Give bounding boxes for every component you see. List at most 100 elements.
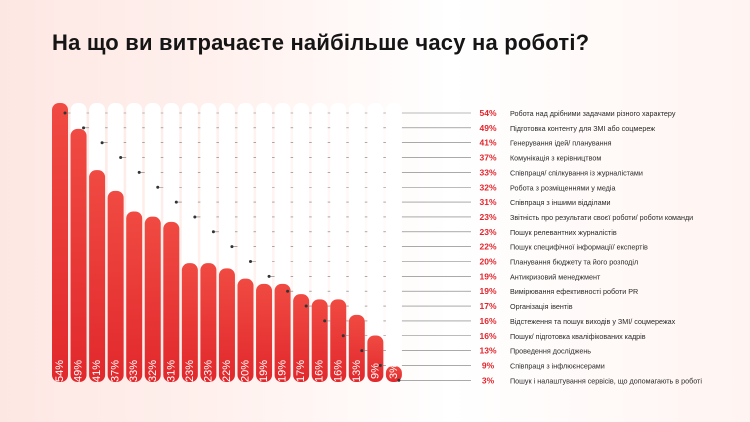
- leader-dot: [286, 289, 290, 293]
- bar-group: 23% 23% Пошук релевантних журналістів: [200, 103, 617, 382]
- legend-percent: 20%: [479, 257, 496, 267]
- legend-percent: 54%: [479, 108, 496, 118]
- legend-category: Співпраця/ спілкування із журналістами: [510, 168, 643, 177]
- legend-percent: 17%: [479, 301, 496, 311]
- leader-dot: [230, 245, 234, 249]
- bar-value-label: 32%: [147, 360, 159, 382]
- leader-dot: [193, 215, 197, 219]
- leader-dot: [119, 156, 123, 160]
- legend-percent: 23%: [479, 212, 496, 222]
- bar-value-label: 49%: [73, 360, 85, 382]
- legend-category: Вимірювання ефективності роботи PR: [510, 287, 638, 296]
- bar-value-label: 19%: [277, 360, 289, 382]
- bar: [107, 190, 124, 382]
- bar-group: 3% 3% Пошук і налаштування сервісів, що до…: [385, 103, 702, 385]
- legend-percent: 19%: [479, 286, 496, 296]
- bar: [144, 216, 161, 382]
- bar-group: 49% 49% Підготовка контенту для ЗМІ або со…: [70, 103, 655, 382]
- legend-percent: 49%: [479, 123, 496, 133]
- bar-group: 54% 54% Робота над дрібними задачами різно…: [52, 103, 676, 382]
- bar: [200, 263, 217, 382]
- bar-group: 19% 19% Антикризовий менеджмент: [256, 103, 601, 382]
- bar-group: 31% 31% Співпраця з іншими відділами: [163, 103, 611, 382]
- leader-dot: [378, 363, 382, 367]
- bar: [237, 278, 254, 382]
- bar: [274, 283, 291, 382]
- bar-group: 17% 17% Організація івентів: [293, 103, 573, 382]
- leader-dot: [82, 126, 86, 130]
- bar-value-label: 23%: [184, 360, 196, 382]
- legend-category: Пошук і налаштування сервісів, що допома…: [510, 376, 702, 385]
- legend-percent: 16%: [479, 316, 496, 326]
- bar-group: 13% 13% Проведення досліджень: [348, 103, 591, 382]
- legend-category: Робота з розміщеннями у медіа: [510, 183, 615, 192]
- leader-dot: [63, 111, 67, 115]
- bar-value-label: 23%: [202, 360, 214, 382]
- leader-dot: [249, 260, 252, 263]
- bar: [348, 314, 365, 382]
- bar-value-label: 19%: [258, 360, 270, 382]
- legend-percent: 32%: [479, 182, 496, 192]
- legend-category: Пошук специфічної інформації/ експертів: [510, 243, 648, 252]
- bar: [163, 221, 180, 382]
- bar-group: 32% 32% Робота з розміщеннями у медіа: [144, 103, 615, 382]
- bar-value-label: 33%: [128, 360, 140, 382]
- legend-category: Проведення досліджень: [510, 347, 591, 356]
- legend-category: Відстеження та пошук виходів у ЗМІ/ соцм…: [510, 317, 676, 326]
- leader-dot: [397, 378, 401, 382]
- leader-dot: [304, 304, 308, 308]
- leader-dot: [137, 170, 141, 174]
- bar: [293, 294, 310, 382]
- legend-percent: 41%: [479, 138, 496, 148]
- bar: [385, 366, 402, 382]
- legend-percent: 31%: [479, 197, 496, 207]
- legend-category: Пошук/ підготовка кваліфікованих кадрів: [510, 332, 646, 341]
- leader-dot: [341, 334, 345, 338]
- legend-category: Звітність про результати своєї роботи/ р…: [510, 213, 693, 222]
- bar-track: [367, 103, 384, 382]
- legend-category: Комунікація з керівництвом: [510, 154, 601, 163]
- bar-value-label: 16%: [332, 360, 344, 382]
- bar-value-label: 41%: [91, 360, 103, 382]
- bar-group: 23% 23% Звітність про результати своєї роб…: [181, 103, 693, 382]
- legend-category: Антикризовий менеджмент: [510, 272, 601, 281]
- bar: [70, 128, 87, 382]
- legend-percent: 22%: [479, 242, 496, 252]
- legend-category: Співпраця з іншими відділами: [510, 198, 611, 207]
- legend-percent: 23%: [479, 227, 496, 237]
- bar-group: 9% 9% Співпраця з інфлюєнсерами: [367, 103, 605, 382]
- legend-percent: 37%: [479, 153, 496, 163]
- bar-value-label: 20%: [240, 360, 252, 382]
- bar: [52, 103, 68, 382]
- bar-value-label: 3%: [388, 363, 400, 379]
- bar-group: 16% 16% Пошук/ підготовка кваліфікованих к…: [330, 103, 646, 382]
- bar-group: 16% 16% Відстеження та пошук виходів у ЗМІ…: [311, 103, 676, 382]
- bar-value-label: 37%: [110, 360, 122, 382]
- legend-percent: 13%: [479, 346, 496, 356]
- bar: [89, 170, 106, 382]
- leader-dot: [100, 141, 104, 145]
- bar-value-label: 22%: [221, 360, 233, 382]
- bar-value-label: 54%: [54, 360, 66, 382]
- bar-value-label: 13%: [351, 360, 363, 382]
- leader-dot: [323, 319, 327, 323]
- legend-category: Планування бюджету та його розподіл: [510, 258, 638, 267]
- bar-group: 33% 33% Співпраця/ спілкування із журналіс…: [126, 103, 643, 382]
- legend-percent: 16%: [479, 331, 496, 341]
- legend-percent: 33%: [479, 167, 496, 177]
- bar-value-label: 17%: [295, 360, 307, 382]
- bar: [218, 268, 235, 382]
- bar-value-label: 9%: [369, 363, 381, 379]
- leader-dot: [267, 274, 271, 278]
- bar-track: [385, 103, 402, 382]
- leader-dot: [360, 349, 364, 353]
- bar: [367, 335, 384, 382]
- leader-dot: [156, 185, 160, 189]
- legend-category: Підготовка контенту для ЗМІ або соцмереж: [510, 124, 655, 133]
- bar-group: 41% 41% Генерування ідей/ планування: [89, 103, 612, 382]
- legend-category: Пошук релевантних журналістів: [510, 228, 617, 237]
- bar: [330, 299, 347, 382]
- chart-title: На що ви витрачаєте найбільше часу на ро…: [52, 30, 590, 55]
- leader-dot: [211, 230, 215, 234]
